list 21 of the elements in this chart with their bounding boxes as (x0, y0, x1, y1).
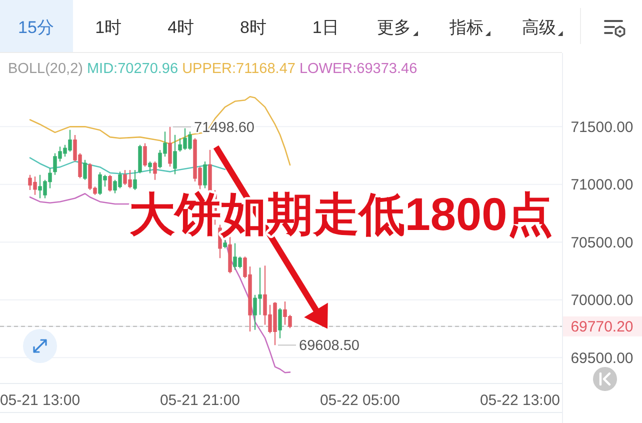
y-tick-label: 71000.00 (570, 176, 634, 194)
text: 4时 (168, 18, 194, 37)
y-tick-label: 69500.00 (570, 350, 634, 367)
legend: BOLL(20,2) MID:70270.96 UPPER:71168.47 LOWER:69373.46 (8, 61, 418, 77)
text: 15分 (18, 18, 54, 37)
extreme-label: 69608.50 (278, 338, 360, 354)
text: 1日 (312, 18, 339, 37)
text: 更多 (377, 18, 411, 37)
x-tick-label: 05-22 13:00 (480, 392, 560, 409)
y-tick-label: 70000.00 (570, 292, 634, 310)
y-tick-label: 71500.00 (570, 118, 634, 136)
x-tick-label: 05-21 21:00 (160, 392, 240, 409)
y-tick-label: 69770.20 (570, 318, 634, 336)
text: 高级 (522, 18, 556, 37)
y-tick-label: 70500.00 (570, 234, 634, 252)
x-tick-label: 05-21 13:00 (0, 392, 80, 409)
text: 1时 (95, 18, 122, 37)
text: 指标 (448, 18, 484, 37)
text: 8时 (240, 18, 266, 37)
annotation: 69608.50 (299, 338, 360, 354)
x-tick-label: 05-22 05:00 (320, 392, 400, 409)
